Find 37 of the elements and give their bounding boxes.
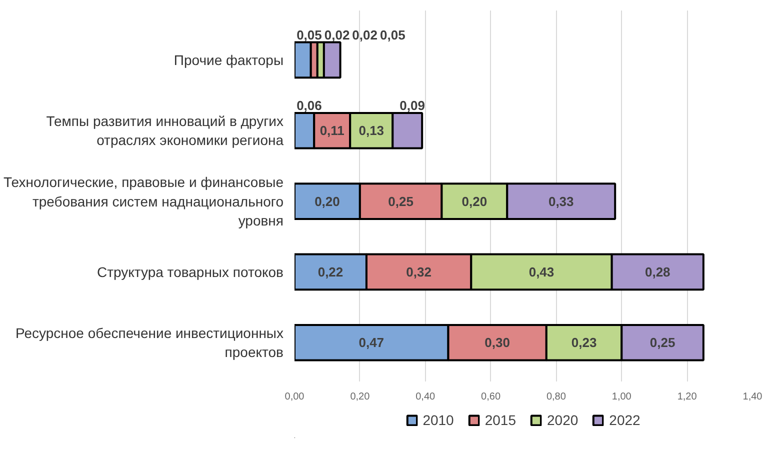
x-tick-label: 0,00 [284,392,305,402]
data-label: 0,22 [318,264,344,280]
data-label: 0,30 [484,335,510,350]
legend-label: 2015 [484,412,516,428]
data-label: 0,25 [650,335,676,350]
data-label: 0,02 [352,27,378,42]
y-tick-label: Ресурсное обеспечение инвестиционных проектов [16,325,284,360]
data-label: 0,47 [358,335,384,350]
x-tick-label: 1,20 [677,392,698,402]
data-label: 0,20 [314,194,340,209]
data-label: 0,05 [380,27,406,42]
legend-label: 2020 [547,412,578,428]
data-label: 0,32 [406,264,432,280]
data-label: 0,11 [320,123,344,138]
data-label: 0,02 [324,27,350,42]
legend-label: 2010 [422,412,454,428]
data-label: 0,20 [462,194,488,209]
data-label: 0,23 [571,335,597,350]
y-tick-label: Темпы развития инноваций в других отраслях экономики региона [46,113,284,148]
data-label: 0,28 [644,264,670,280]
data-label: 0,33 [548,194,574,209]
legend-label: 2022 [609,412,640,428]
x-tick-label: 1,40 [742,392,763,402]
data-label: 0,05 [296,27,322,42]
y-tick-label: Структура товарных потоков [97,264,284,280]
x-tick-label: 1,00 [612,392,632,402]
data-label: 0,13 [358,123,384,138]
x-tick-label: 0,60 [481,392,501,402]
data-label: 0,43 [528,264,554,280]
data-label: 0,09 [400,98,425,114]
data-label: 0,25 [388,194,414,209]
y-tick-label: Прочие факторы [174,52,284,68]
x-tick-label: 0,80 [546,392,566,402]
x-tick-label: 0,40 [416,392,436,402]
data-label: 0,06 [296,98,322,114]
x-tick-label: 0,20 [350,392,370,402]
y-tick-label: Технологические, правовые и финансовые требования систем наднационального уровня [3,174,284,228]
